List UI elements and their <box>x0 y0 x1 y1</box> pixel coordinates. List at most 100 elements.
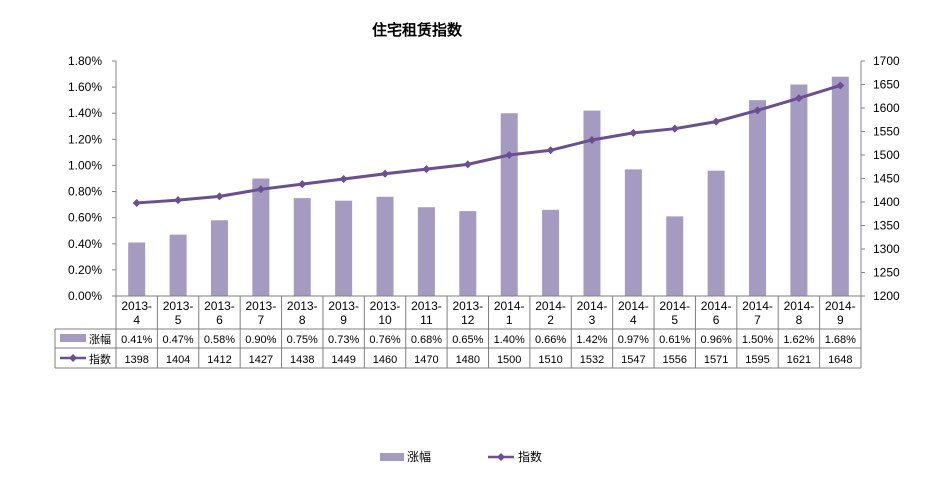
line-point <box>836 81 845 90</box>
table-cell: 0.73% <box>328 334 359 346</box>
table-cell: 1500 <box>497 354 521 366</box>
line-point <box>546 146 555 155</box>
bar <box>376 196 394 296</box>
right-tick-label: 1450 <box>873 172 900 186</box>
x-tick-label: 2014- <box>577 299 608 313</box>
bar <box>417 207 435 296</box>
bar <box>335 200 353 296</box>
x-tick-label: 2013- <box>204 299 235 313</box>
line-point <box>505 151 514 159</box>
bar <box>500 113 518 296</box>
x-tick-label: 9 <box>837 313 844 327</box>
left-tick-label: 0.80% <box>68 185 102 199</box>
table-cell: 0.96% <box>701 334 732 346</box>
line-point <box>422 165 431 174</box>
right-y-axis: 1200 1250 1300 1350 1400 1450 1500 1550 1600 1650… <box>860 54 900 303</box>
left-tick-label: 1.00% <box>68 158 102 172</box>
right-tick-label: 1400 <box>873 195 900 209</box>
bar <box>459 211 477 296</box>
table-cell: 1404 <box>166 354 190 366</box>
right-tick-label: 1700 <box>873 54 900 68</box>
bar <box>707 170 725 296</box>
table-cell: 1547 <box>621 354 645 366</box>
table-cell: 0.66% <box>535 334 566 346</box>
table-cell: 1648 <box>828 354 852 366</box>
table-cell: 1449 <box>331 354 355 366</box>
x-tick-label: 8 <box>299 313 306 327</box>
x-tick-label: 5 <box>175 313 182 327</box>
table-cell: 0.97% <box>618 334 649 346</box>
left-tick-label: 0.20% <box>68 263 102 277</box>
x-tick-label: 12 <box>461 313 475 327</box>
bar <box>831 76 849 297</box>
bar <box>583 110 601 296</box>
x-tick-label: 2014- <box>784 299 815 313</box>
line-point <box>463 160 472 169</box>
table-cell: 0.47% <box>162 334 193 346</box>
legend-label: 指数 <box>518 449 542 464</box>
bar <box>666 216 684 296</box>
table-row-label: 涨幅 <box>89 333 111 346</box>
right-tick-label: 1600 <box>873 101 900 115</box>
x-tick-label: 2013- <box>246 299 277 313</box>
data-table: 2013-42013-52013-62013-72013-82013-92013… <box>54 295 862 369</box>
line-point <box>256 185 265 194</box>
table-cell: 0.41% <box>121 334 152 346</box>
bar <box>210 220 228 296</box>
left-tick-label: 0.40% <box>68 237 102 251</box>
line-point <box>794 94 803 103</box>
line-point <box>298 180 307 189</box>
table-cell: 1412 <box>207 354 231 366</box>
line-point <box>587 135 596 144</box>
table-cell: 1.42% <box>576 334 607 346</box>
table-cell: 1556 <box>663 354 687 366</box>
left-tick-label: 1.60% <box>68 80 102 94</box>
table-row-label: 指数 <box>89 352 111 366</box>
table-cell: 1438 <box>290 354 314 366</box>
x-tick-label: 10 <box>378 313 392 327</box>
table-cell: 1460 <box>373 354 397 366</box>
bar <box>749 100 767 297</box>
line-point <box>339 174 348 183</box>
x-tick-label: 2013- <box>287 299 318 313</box>
table-cell: 1621 <box>787 354 811 366</box>
table-cell: 1.68% <box>825 334 856 346</box>
table-cell: 1510 <box>538 354 562 366</box>
x-tick-label: 2013- <box>370 299 401 313</box>
x-tick-label: 2014- <box>825 299 856 313</box>
x-tick-label: 11 <box>420 313 433 327</box>
x-tick-label: 4 <box>630 313 637 327</box>
left-tick-label: 0.60% <box>68 211 102 225</box>
x-tick-label: 2014- <box>494 299 525 313</box>
right-tick-label: 1500 <box>873 148 900 162</box>
x-tick-label: 2014- <box>659 299 690 313</box>
left-tick-label: 0.00% <box>68 289 102 303</box>
table-cell: 0.68% <box>411 334 442 346</box>
table-cell: 1470 <box>414 354 438 366</box>
left-tick-label: 1.80% <box>68 54 102 68</box>
table-cell: 0.76% <box>369 334 400 346</box>
x-tick-label: 7 <box>754 313 761 327</box>
right-tick-label: 1650 <box>873 78 900 92</box>
table-cell: 0.65% <box>452 334 483 346</box>
left-tick-label: 1.20% <box>68 132 102 146</box>
bar <box>293 198 311 296</box>
table-cell: 1.62% <box>783 334 814 346</box>
x-tick-label: 4 <box>133 313 140 327</box>
table-cell: 1571 <box>704 354 728 366</box>
right-tick-label: 1350 <box>873 219 900 233</box>
table-cell: 1.50% <box>742 334 773 346</box>
x-tick-label: 5 <box>671 313 678 327</box>
bar-series <box>128 76 849 297</box>
table-cell: 0.61% <box>659 334 690 346</box>
bar <box>252 178 270 296</box>
line-point <box>629 128 638 137</box>
x-tick-label: 2013- <box>411 299 442 313</box>
x-tick-label: 1 <box>506 313 513 327</box>
x-tick-label: 2014- <box>535 299 566 313</box>
x-tick-label: 7 <box>258 313 265 327</box>
table-legend-line-marker <box>69 354 77 362</box>
x-tick-label: 2 <box>547 313 554 327</box>
table-cell: 1398 <box>124 354 148 366</box>
